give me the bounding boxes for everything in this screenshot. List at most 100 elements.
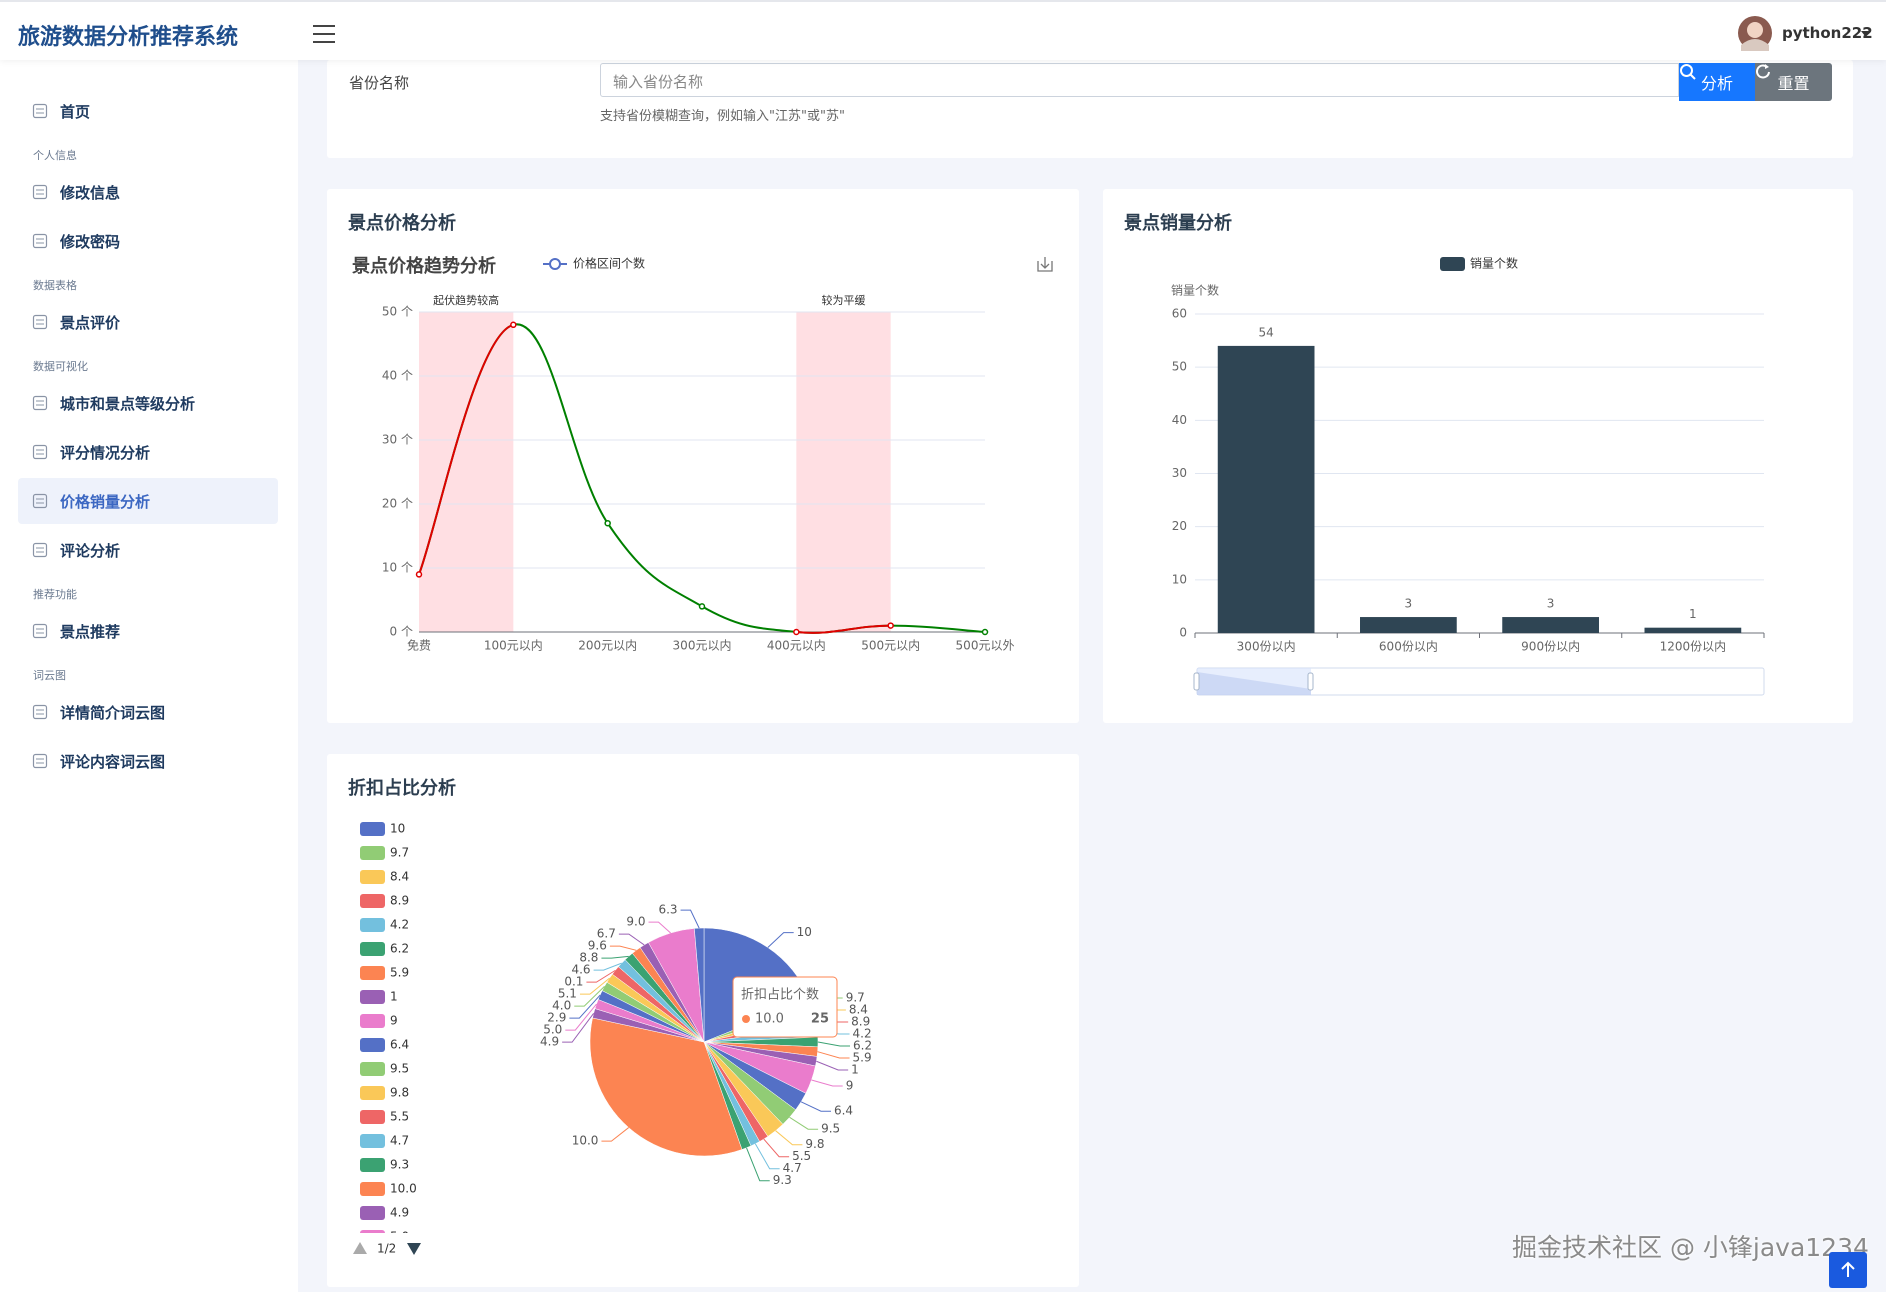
nav-icon xyxy=(32,444,48,460)
legend-prev[interactable] xyxy=(353,1242,367,1254)
slice-label: 2.9 xyxy=(547,1011,566,1025)
app-title: 旅游数据分析推荐系统 xyxy=(18,25,239,50)
y-tick-label: 50 个 xyxy=(382,305,413,319)
icon-shape xyxy=(32,753,48,769)
pie-slice xyxy=(589,1017,743,1157)
avatar[interactable] xyxy=(1737,15,1773,51)
slice-label: 9 xyxy=(846,1078,854,1092)
slice-label: 4.9 xyxy=(540,1035,559,1049)
x-tick-label: 免费 xyxy=(407,638,431,653)
line-highlight xyxy=(418,323,514,575)
slice-label: 6.2 xyxy=(853,1039,872,1053)
icon-shape xyxy=(32,493,48,509)
y-tick-label: 20 个 xyxy=(382,497,413,511)
tooltip-box xyxy=(732,976,838,1038)
legend-label: 5.9 xyxy=(390,966,409,980)
panel-title: 景点销量分析 xyxy=(1124,213,1232,234)
y-tick-label: 40 xyxy=(1172,413,1187,427)
analyze-button[interactable]: 分析 xyxy=(1679,63,1755,101)
nav-item[interactable]: 评论内容词云图 xyxy=(18,738,278,784)
reset-button[interactable]: 重置 xyxy=(1755,63,1832,101)
price-card: 景点价格趋势分析 起伏趋势较高 较为平缓 0 个 10 个 20 个 30 个 40 个 50 … xyxy=(327,189,1079,723)
y-tick-label: 30 xyxy=(1172,466,1187,480)
tooltip-category: 10.0 xyxy=(755,1012,784,1027)
legend-label: 9.7 xyxy=(390,846,409,860)
nav-label: 景点推荐 xyxy=(60,622,121,641)
nav-item[interactable]: 修改信息 xyxy=(18,169,278,215)
legend-swatch xyxy=(360,990,385,1004)
bar xyxy=(1360,617,1457,633)
slice-label: 4.7 xyxy=(783,1161,802,1175)
label-line xyxy=(586,969,616,983)
legend-label: 9.8 xyxy=(390,1086,409,1100)
legend-label: 5.5 xyxy=(390,1110,409,1124)
panel-title: 折扣占比分析 xyxy=(348,778,456,799)
legend-swatch xyxy=(360,942,385,956)
mark-area xyxy=(419,312,514,632)
slider-shadow xyxy=(1197,672,1311,695)
search-input[interactable]: 输入省份名称 xyxy=(600,63,1679,97)
slider-handle xyxy=(1193,672,1200,691)
label-line xyxy=(574,986,605,1007)
legend-label: 9 xyxy=(390,1014,398,1028)
label-line xyxy=(816,1060,849,1071)
label-line xyxy=(593,962,622,971)
menu-toggle[interactable] xyxy=(312,24,336,44)
tooltip: 折扣占比个数 10.0 25 xyxy=(732,976,838,1038)
zoom-slider[interactable] xyxy=(1193,667,1765,696)
icon-shape xyxy=(32,184,48,200)
nav-section: 词云图 xyxy=(33,669,66,682)
line-highlight xyxy=(796,624,891,634)
x-tick-label: 900份以内 xyxy=(1521,640,1580,654)
legend-page: 1/2 xyxy=(377,1242,396,1256)
nav-item[interactable]: 评论分析 xyxy=(18,527,278,573)
legend-next[interactable] xyxy=(407,1243,421,1255)
slice-label: 0.1 xyxy=(564,975,583,989)
slice-label: 10 xyxy=(797,925,812,939)
back-to-top[interactable] xyxy=(1829,1252,1867,1288)
slice-label: 4.6 xyxy=(571,963,590,977)
nav-section: 数据表格 xyxy=(33,279,77,292)
data-label: 3 xyxy=(1405,597,1413,611)
nav-item[interactable]: 详情简介词云图 xyxy=(18,689,278,735)
label-line xyxy=(811,1079,843,1087)
label-line xyxy=(565,1003,597,1031)
nav-label: 首页 xyxy=(60,102,91,121)
label-line xyxy=(648,921,671,934)
slice-label: 9.3 xyxy=(773,1173,792,1187)
slice-label: 4.2 xyxy=(853,1027,872,1041)
user-name[interactable]: python222 xyxy=(1782,24,1873,42)
download-icon[interactable] xyxy=(1037,257,1053,272)
nav-item[interactable]: 价格销量分析 xyxy=(18,478,278,524)
nav-item[interactable]: 景点推荐 xyxy=(18,608,278,654)
y-tick-label: 0 个 xyxy=(390,625,413,639)
nav-label: 修改信息 xyxy=(60,183,121,202)
nav-label: 评分情况分析 xyxy=(60,443,151,462)
slice-label: 9.5 xyxy=(821,1122,840,1136)
line-point xyxy=(510,321,517,329)
label-line xyxy=(800,1101,831,1112)
panel-title: 景点价格分析 xyxy=(348,213,456,234)
chart-title: 景点价格趋势分析 xyxy=(352,255,496,277)
slice-label: 6.3 xyxy=(658,903,677,917)
legend-label: 6.2 xyxy=(390,942,409,956)
nav-item[interactable]: 城市和景点等级分析 xyxy=(18,380,278,426)
bar xyxy=(1644,627,1742,633)
nav-item[interactable]: 评分情况分析 xyxy=(18,429,278,475)
nav-item[interactable]: 景点评价 xyxy=(18,299,278,345)
nav-item[interactable]: 首页 xyxy=(18,88,278,134)
data-label: 3 xyxy=(1547,597,1555,611)
placeholder: 输入省份名称 xyxy=(613,73,704,91)
slice-label: 5.1 xyxy=(558,987,577,1001)
legend-swatch xyxy=(360,1134,385,1148)
search-card: 省份名称 输入省份名称 分析 重置 支持省份模糊查询，例如输入"江苏"或"苏" xyxy=(327,60,1853,158)
slice-label: 5.9 xyxy=(853,1051,872,1065)
legend-label: 8.4 xyxy=(390,870,409,884)
nav-item[interactable]: 修改密码 xyxy=(18,218,278,264)
legend-swatch xyxy=(360,1062,385,1076)
legend-swatch xyxy=(360,1206,385,1220)
nav-label: 评论内容词云图 xyxy=(60,752,166,771)
label-line xyxy=(618,933,645,946)
x-tick-label: 400元以内 xyxy=(767,639,826,653)
nav-icon xyxy=(32,623,48,639)
